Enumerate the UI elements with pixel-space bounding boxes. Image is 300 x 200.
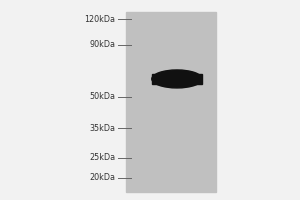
- Bar: [152, 74, 202, 84]
- Text: 35kDa: 35kDa: [89, 124, 116, 133]
- Text: 50kDa: 50kDa: [89, 92, 116, 101]
- Bar: [126, 12, 216, 192]
- Ellipse shape: [152, 70, 202, 88]
- Text: 90kDa: 90kDa: [89, 40, 116, 49]
- Text: 25kDa: 25kDa: [89, 153, 116, 162]
- Text: 120kDa: 120kDa: [85, 15, 116, 24]
- Text: 20kDa: 20kDa: [89, 173, 116, 182]
